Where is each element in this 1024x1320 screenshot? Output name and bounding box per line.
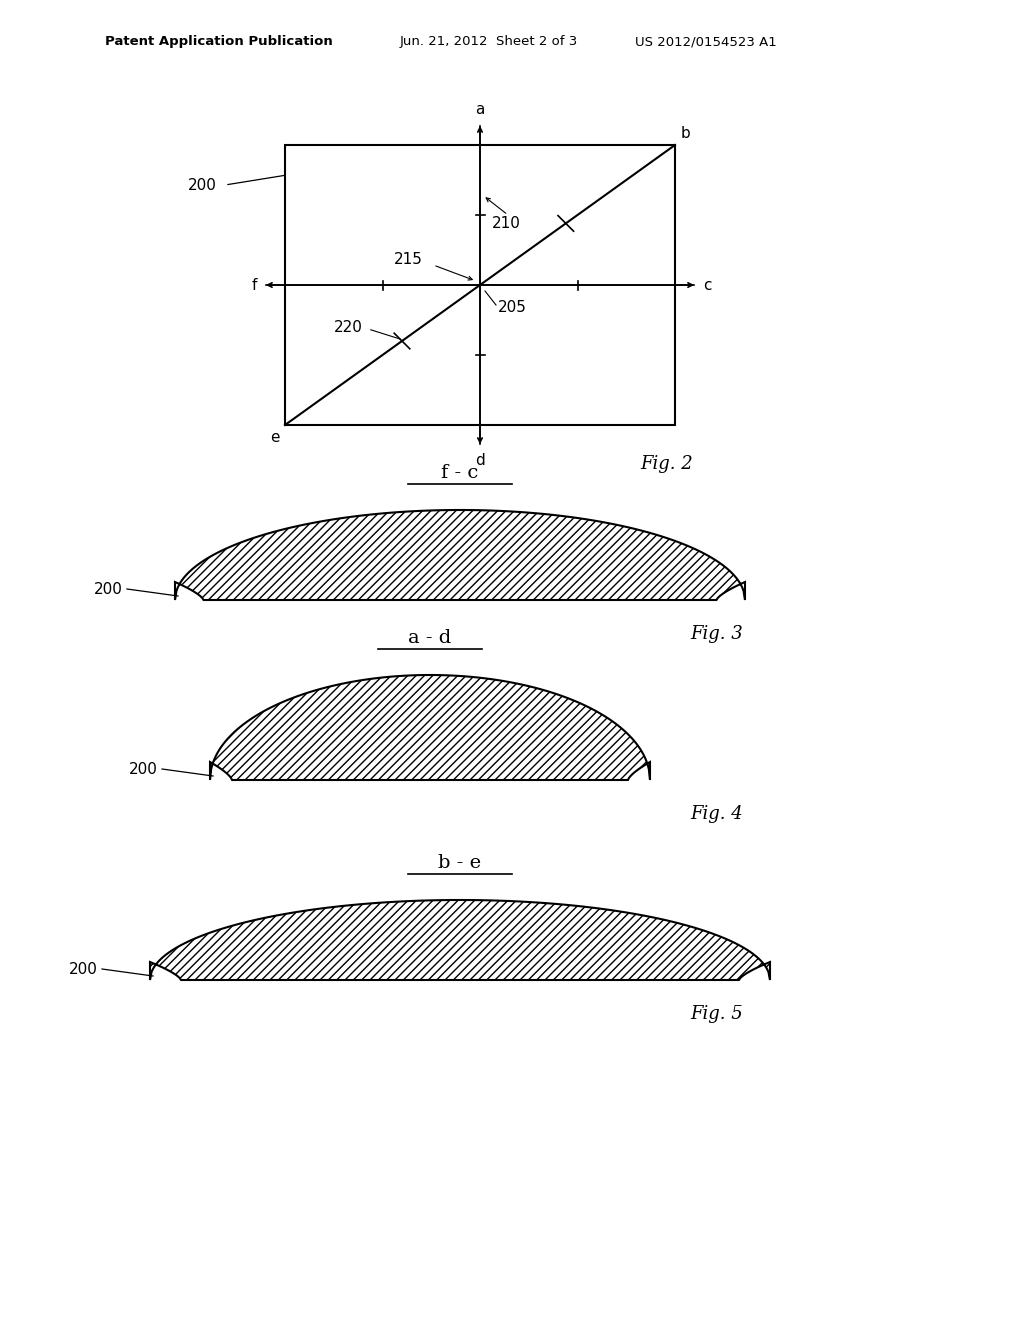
- Polygon shape: [150, 900, 770, 979]
- Text: d: d: [475, 453, 485, 469]
- Text: 220: 220: [334, 319, 362, 334]
- Text: a: a: [475, 102, 484, 117]
- Text: a - d: a - d: [409, 630, 452, 647]
- Text: 200: 200: [188, 177, 217, 193]
- Text: Fig. 5: Fig. 5: [690, 1005, 742, 1023]
- Text: 200: 200: [94, 582, 123, 597]
- Text: b: b: [681, 125, 691, 141]
- Text: Patent Application Publication: Patent Application Publication: [105, 36, 333, 49]
- Text: Fig. 4: Fig. 4: [690, 805, 742, 822]
- Text: 200: 200: [70, 961, 98, 977]
- Text: Fig. 2: Fig. 2: [640, 455, 693, 473]
- Polygon shape: [175, 510, 745, 601]
- Polygon shape: [210, 675, 650, 780]
- Text: Fig. 3: Fig. 3: [690, 624, 742, 643]
- Text: 215: 215: [394, 252, 423, 267]
- Text: 200: 200: [129, 762, 158, 776]
- Text: 210: 210: [492, 216, 521, 231]
- Text: 205: 205: [498, 300, 527, 314]
- Text: Jun. 21, 2012  Sheet 2 of 3: Jun. 21, 2012 Sheet 2 of 3: [400, 36, 579, 49]
- Text: b - e: b - e: [438, 854, 481, 873]
- Text: f - c: f - c: [441, 465, 478, 482]
- Text: US 2012/0154523 A1: US 2012/0154523 A1: [635, 36, 777, 49]
- Text: c: c: [703, 277, 712, 293]
- Text: e: e: [270, 430, 280, 445]
- Bar: [285, 145, 675, 425]
- Text: f: f: [252, 277, 257, 293]
